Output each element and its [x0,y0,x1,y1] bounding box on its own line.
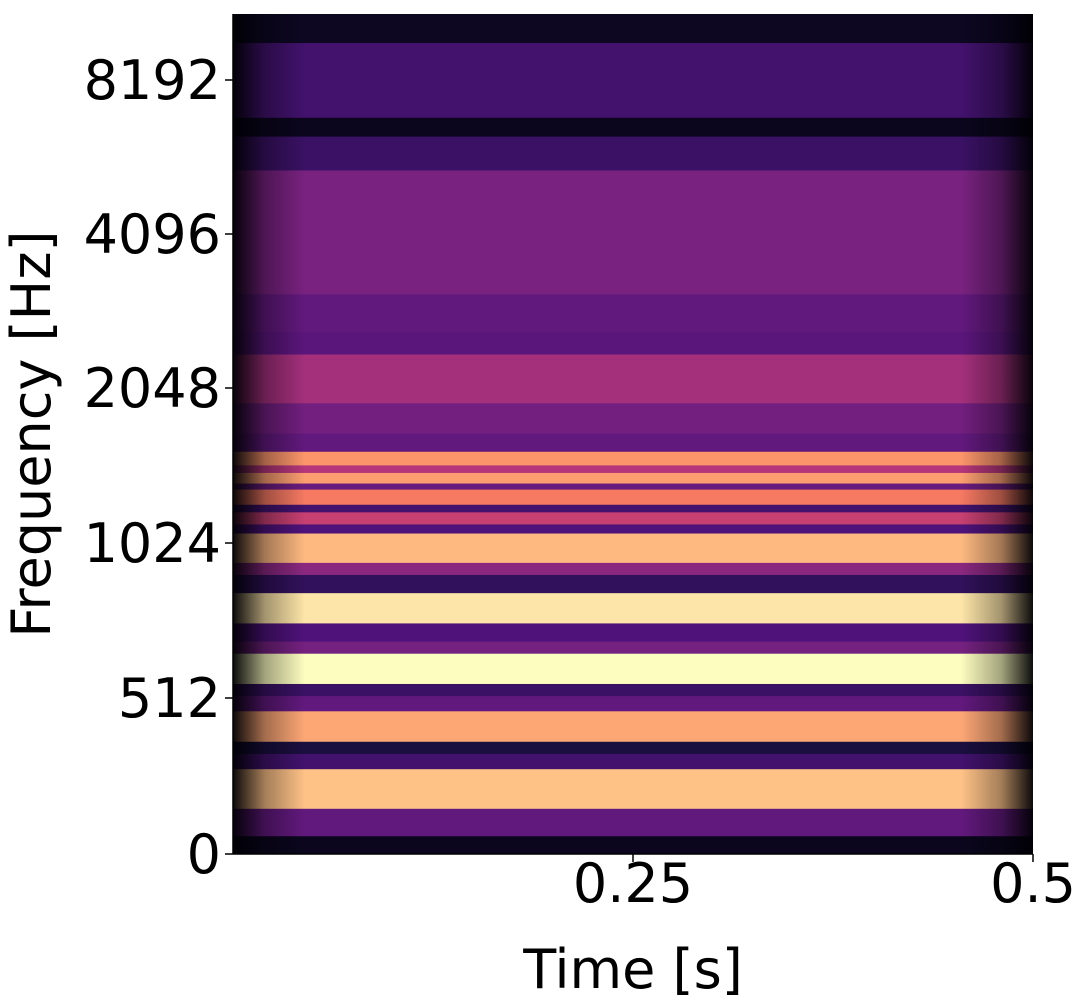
y-tick-group: 0 512 1024 2048 4096 8192 [84,49,233,886]
y-tick-label: 512 [118,667,221,730]
y-tick-label: 8192 [84,49,221,112]
y-tick-label: 2048 [84,357,221,420]
y-axis-label: Frequency [Hz] [0,230,63,637]
x-tick-label: 0.5 [990,852,1076,915]
y-tick-label: 1024 [84,512,221,575]
y-axis: 0 512 1024 2048 4096 8192 [84,14,234,886]
y-tick-label: 4096 [84,203,221,266]
x-tick-group: 0.25 0.5 [573,852,1076,915]
x-tick-label: 0.25 [573,852,693,915]
y-tick-label: 0 [187,823,221,886]
x-axis-label: Time [s] [522,938,743,1001]
x-axis: 0.25 0.5 [233,852,1076,915]
time-edge-fade [233,14,1033,854]
